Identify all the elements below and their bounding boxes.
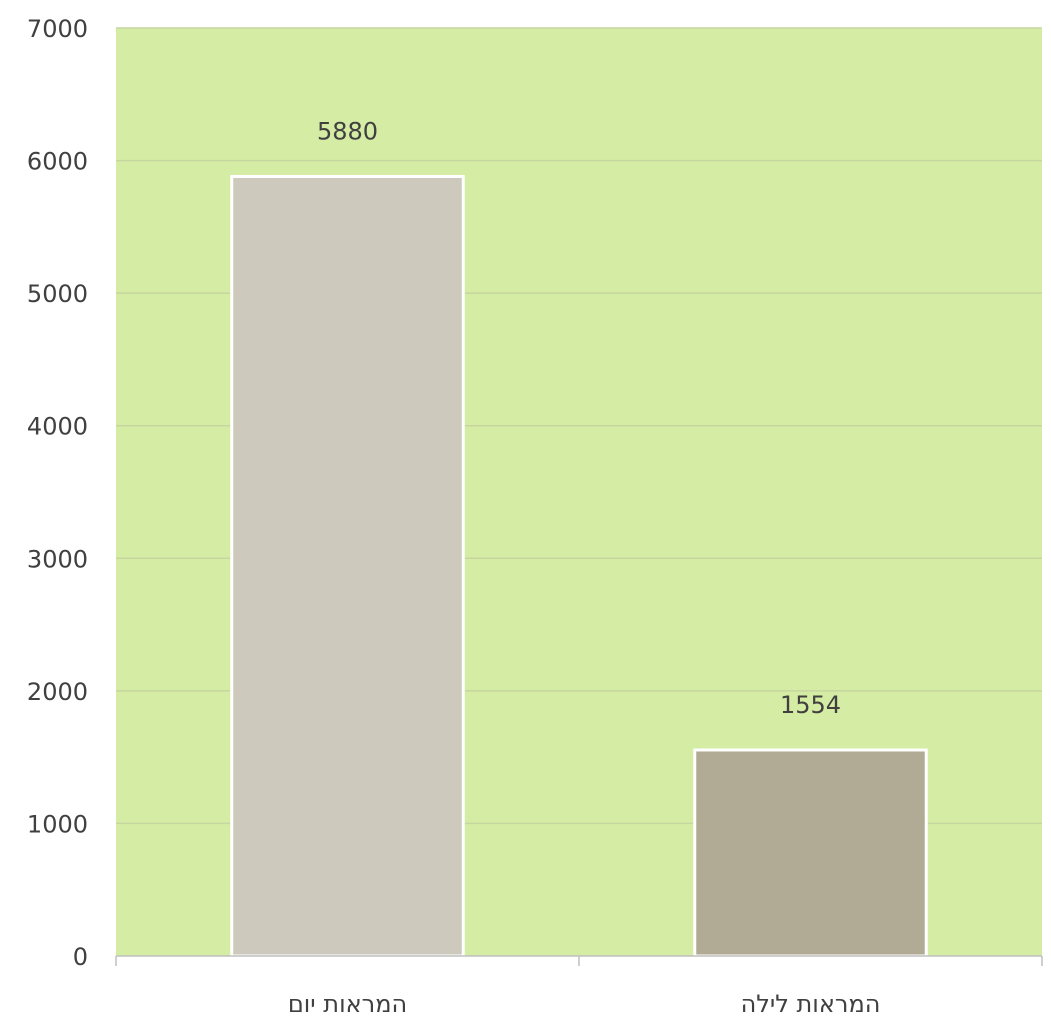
x-axis-category-labels: המראות יום המראות לילה [288, 990, 881, 1017]
y-tick-label: 7000 [27, 15, 88, 43]
bar [230, 174, 465, 958]
bars [230, 174, 928, 958]
y-tick-label: 4000 [27, 413, 88, 441]
y-tick-label: 0 [73, 943, 88, 971]
data-label: 5880 [317, 117, 378, 145]
x-category-label: המראות יום [288, 990, 407, 1017]
y-tick-label: 6000 [27, 148, 88, 176]
x-category-label: המראות לילה [741, 990, 881, 1017]
y-tick-label: 5000 [27, 280, 88, 308]
data-labels: 5880 1554 [317, 117, 841, 719]
y-tick-label: 3000 [27, 545, 88, 573]
y-tick-label: 2000 [27, 678, 88, 706]
data-label: 1554 [780, 691, 841, 719]
x-axis [115, 955, 1043, 966]
y-tick-label: 1000 [27, 810, 88, 838]
y-axis-tick-labels: 0 1000 2000 3000 4000 5000 6000 7000 [27, 15, 88, 971]
bar [693, 748, 928, 958]
